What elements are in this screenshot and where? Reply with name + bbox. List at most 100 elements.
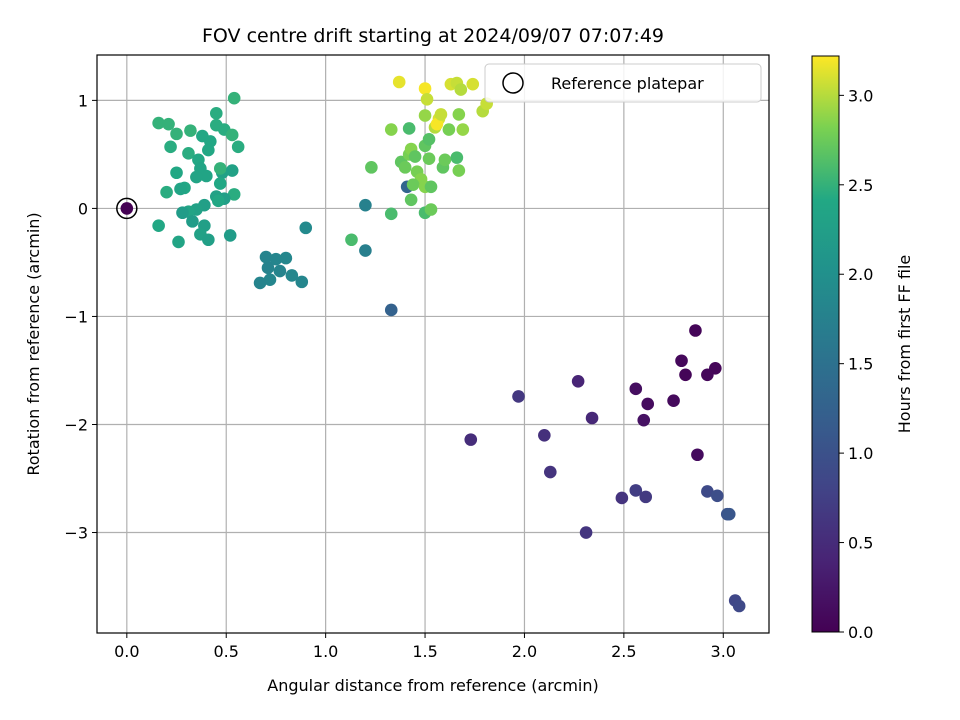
data-point bbox=[691, 448, 704, 462]
data-point bbox=[418, 82, 432, 95]
data-point bbox=[615, 491, 629, 505]
data-point bbox=[679, 368, 692, 382]
data-point bbox=[279, 251, 293, 265]
data-point bbox=[418, 109, 432, 122]
data-point bbox=[384, 207, 398, 221]
data-point bbox=[295, 275, 309, 289]
x-axis-ticks: 0.0 0.5 1.0 1.5 2.0 2.5 3.0 bbox=[114, 633, 736, 661]
x-tick-label: 2.5 bbox=[611, 642, 636, 661]
data-point bbox=[184, 124, 197, 137]
legend-box bbox=[484, 63, 762, 103]
data-point bbox=[424, 180, 438, 194]
data-point bbox=[285, 269, 299, 282]
data-point bbox=[420, 92, 434, 106]
data-point bbox=[422, 132, 436, 146]
data-point bbox=[637, 413, 651, 427]
data-point bbox=[160, 185, 173, 199]
data-point bbox=[182, 147, 195, 160]
chart-title: FOV centre drift starting at 2024/09/07 … bbox=[202, 25, 664, 47]
x-axis-title: Angular distance from reference (arcmin) bbox=[267, 676, 598, 695]
x-tick-label: 3.0 bbox=[711, 642, 736, 661]
data-points bbox=[116, 75, 746, 613]
colorbar-tick-label: 0.5 bbox=[848, 534, 873, 553]
colorbar: 0.0 0.5 1.0 1.5 2.0 2.5 3.0 Hours from first F… bbox=[811, 55, 914, 642]
colorbar-tick-label: 3.0 bbox=[848, 86, 873, 105]
data-point bbox=[438, 153, 452, 167]
data-point bbox=[273, 264, 287, 278]
data-point bbox=[404, 193, 418, 207]
colorbar-tick-label: 2.5 bbox=[848, 176, 873, 195]
y-tick-label: −1 bbox=[64, 307, 88, 326]
data-point bbox=[629, 484, 643, 497]
data-point bbox=[164, 140, 177, 154]
colorbar-tick-label: 1.0 bbox=[848, 444, 873, 463]
data-point bbox=[172, 235, 185, 249]
data-point bbox=[430, 117, 444, 131]
data-point bbox=[711, 489, 724, 503]
data-point bbox=[456, 123, 470, 136]
data-point bbox=[452, 108, 466, 121]
data-point bbox=[434, 108, 448, 121]
data-point bbox=[261, 261, 275, 275]
colorbar-tick-label: 0.0 bbox=[848, 623, 873, 642]
data-point bbox=[190, 170, 203, 184]
data-point bbox=[571, 374, 585, 388]
y-axis-title: Rotation from reference (arcmin) bbox=[24, 212, 43, 475]
data-point bbox=[701, 368, 714, 382]
data-point bbox=[512, 390, 525, 403]
data-point bbox=[269, 252, 283, 266]
data-point bbox=[579, 526, 593, 539]
data-point bbox=[450, 151, 464, 164]
data-point bbox=[402, 122, 416, 135]
data-point bbox=[176, 206, 189, 220]
legend-marker-reference bbox=[502, 72, 524, 94]
data-point bbox=[424, 203, 438, 216]
data-point bbox=[689, 324, 702, 337]
data-point bbox=[406, 178, 420, 191]
legend-label-reference: Reference platepar bbox=[551, 74, 704, 93]
data-point bbox=[585, 411, 599, 425]
data-point bbox=[667, 394, 680, 408]
data-point bbox=[299, 221, 313, 235]
data-point bbox=[639, 490, 653, 504]
reference-point-ring bbox=[116, 197, 138, 220]
data-point bbox=[675, 354, 688, 368]
data-point bbox=[202, 233, 215, 247]
data-point bbox=[345, 233, 358, 247]
data-point bbox=[452, 164, 466, 177]
y-tick-label: −2 bbox=[64, 415, 88, 434]
colorbar-gradient bbox=[811, 55, 840, 633]
data-point bbox=[152, 219, 165, 232]
x-tick-label: 0.5 bbox=[214, 642, 239, 661]
plot-frame bbox=[96, 54, 770, 634]
colorbar-tick-label: 2.0 bbox=[848, 265, 873, 284]
data-point bbox=[170, 166, 183, 180]
data-point bbox=[213, 162, 227, 175]
data-point bbox=[408, 150, 422, 163]
data-point bbox=[223, 229, 237, 242]
data-point bbox=[209, 107, 223, 120]
data-point bbox=[466, 77, 480, 91]
data-point bbox=[544, 465, 557, 479]
colorbar-ticks: 0.0 0.5 1.0 1.5 2.0 2.5 3.0 bbox=[839, 86, 873, 642]
data-point bbox=[170, 127, 183, 141]
y-axis-ticks: −3 −2 −1 0 1 bbox=[64, 91, 97, 543]
data-point bbox=[464, 433, 478, 446]
data-point bbox=[263, 273, 277, 287]
x-tick-label: 2.0 bbox=[512, 642, 537, 661]
data-point bbox=[384, 303, 398, 317]
colorbar-tick-label: 1.5 bbox=[848, 355, 873, 374]
data-point bbox=[398, 161, 412, 174]
data-point bbox=[359, 244, 372, 257]
data-point bbox=[629, 382, 643, 396]
data-point bbox=[186, 215, 199, 228]
colorbar-title: Hours from first FF file bbox=[895, 255, 914, 434]
data-point bbox=[225, 164, 239, 177]
data-point bbox=[722, 507, 736, 521]
data-point bbox=[231, 140, 245, 154]
reference-point bbox=[120, 202, 134, 215]
data-point bbox=[422, 152, 436, 166]
data-point bbox=[213, 177, 227, 190]
